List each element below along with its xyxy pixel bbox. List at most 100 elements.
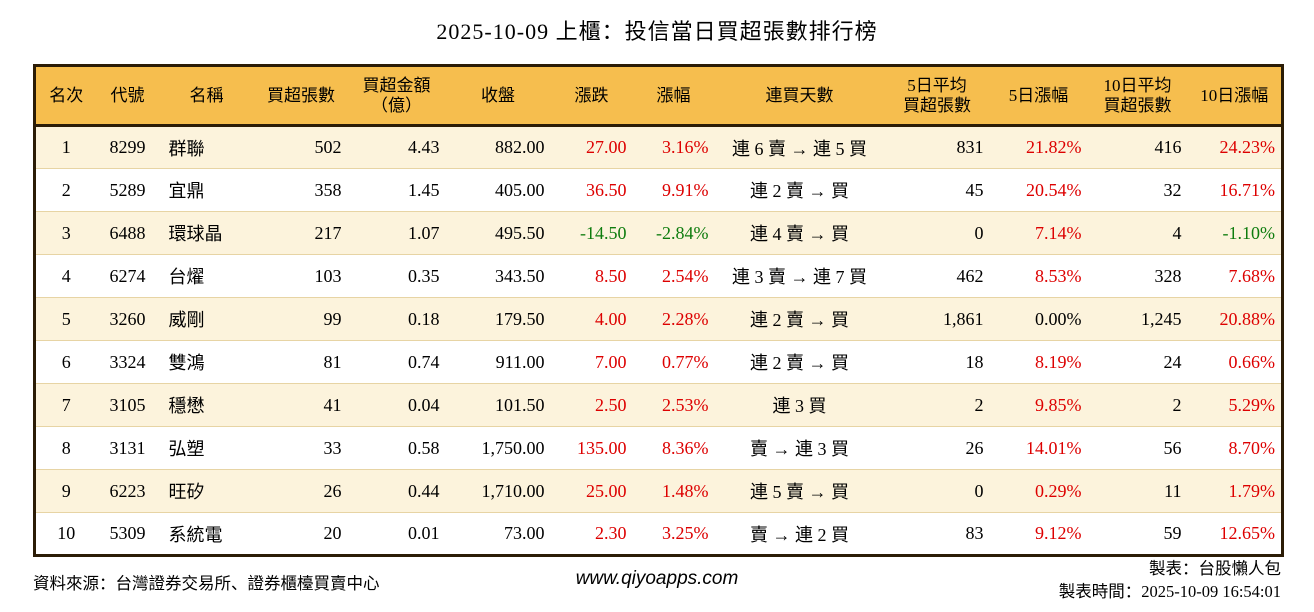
- cell-avg10: 59: [1087, 512, 1188, 556]
- cell-code: 5309: [96, 512, 159, 556]
- cell-streak: 賣 → 連 3 買: [714, 426, 885, 470]
- cell-avg5: 0: [884, 211, 990, 255]
- cell-streak: 連 6 賣 → 連 5 買: [732, 138, 867, 159]
- cell-amount: 0.44: [347, 469, 446, 513]
- cell-change-pct: 0.77%: [632, 340, 715, 384]
- website-url: www.qiyoapps.com: [575, 568, 739, 589]
- cell-amount: 0.04: [347, 383, 446, 427]
- cell-change: 25.00: [550, 469, 633, 513]
- cell-rank: 3: [34, 211, 97, 255]
- cell-avg10: 2: [1087, 383, 1188, 427]
- cell-change: 2.30: [550, 512, 633, 556]
- cell-pct5: 20.54%: [989, 168, 1088, 212]
- cell-change: 36.50: [550, 168, 633, 212]
- cell-close: 179.50: [445, 297, 551, 341]
- cell-amount: 0.35: [347, 254, 446, 298]
- ranking-table: 名次 代號 名稱 買超張數 買超金額 （億） 收盤 漲跌 漲幅 連買天數 5日平…: [33, 64, 1284, 557]
- cell-avg10: 24: [1087, 340, 1188, 384]
- cell-avg10: 1,245: [1087, 297, 1188, 341]
- table-body: 1 8299 群聯 502 4.43 882.00 27.00 3.16% 連 6 賣 → 連 …: [34, 125, 1283, 556]
- col-header-pct5: 5日漲幅: [989, 65, 1088, 127]
- cell-pct5: 8.53%: [989, 254, 1088, 298]
- cell-change: 135.00: [550, 426, 633, 470]
- cell-rank: 1: [61, 137, 71, 157]
- cell-avg10: 416: [1154, 137, 1182, 157]
- cell-close: 1,750.00: [445, 426, 551, 470]
- cell-close: 495.50: [445, 211, 551, 255]
- cell-avg10: 56: [1087, 426, 1188, 470]
- col-header-net-buy: 買超張數: [254, 65, 348, 127]
- cell-rank: 10: [34, 512, 97, 556]
- cell-code: 3131: [96, 426, 159, 470]
- col-header-close: 收盤: [445, 65, 551, 127]
- cell-change-pct: 1.48%: [632, 469, 715, 513]
- cell-amount: 1.45: [347, 168, 446, 212]
- cell-net-buy: 99: [254, 297, 348, 341]
- credit-block: 製表：台股懶人包 製表時間：2025-10-09 16:54:01: [1059, 557, 1281, 603]
- cell-avg10: 32: [1087, 168, 1188, 212]
- cell-net-buy: 33: [254, 426, 348, 470]
- col-header-amount: 買超金額 （億）: [347, 65, 446, 127]
- cell-net-buy: 20: [254, 512, 348, 556]
- table-row: 1 8299 群聯 502 4.43 882.00 27.00 3.16% 連 6 賣 → 連 …: [34, 125, 1283, 169]
- cell-code: 6488: [96, 211, 159, 255]
- made-by-text: 製表：台股懶人包: [1149, 559, 1281, 578]
- cell-pct5: 14.01%: [989, 426, 1088, 470]
- col-header-code: 代號: [96, 65, 159, 127]
- cell-pct10: 24.23%: [1219, 137, 1276, 157]
- cell-name: 穩懋: [158, 383, 255, 427]
- cell-net-buy: 81: [254, 340, 348, 384]
- cell-name: 雙鴻: [158, 340, 255, 384]
- cell-change-pct: 8.36%: [632, 426, 715, 470]
- cell-net-buy: 502: [314, 137, 342, 157]
- cell-avg5: 45: [884, 168, 990, 212]
- cell-net-buy: 358: [254, 168, 348, 212]
- cell-pct10: 20.88%: [1187, 297, 1283, 341]
- cell-change: -14.50: [550, 211, 633, 255]
- cell-close: 73.00: [445, 512, 551, 556]
- cell-code: 5289: [96, 168, 159, 212]
- cell-code: 3324: [96, 340, 159, 384]
- cell-name: 系統電: [158, 512, 255, 556]
- cell-close: 911.00: [445, 340, 551, 384]
- cell-pct10: 1.79%: [1187, 469, 1283, 513]
- cell-pct10: 7.68%: [1187, 254, 1283, 298]
- table-row: 9 6223 旺矽 26 0.44 1,710.00 25.00 1.48% 連 5 賣 → 買…: [34, 469, 1283, 513]
- page-title: 2025-10-09 上櫃：投信當日買超張數排行榜: [436, 19, 878, 44]
- cell-code: 3105: [96, 383, 159, 427]
- cell-streak: 連 2 賣 → 買: [714, 297, 885, 341]
- cell-code: 6274: [96, 254, 159, 298]
- cell-name: 群聯: [168, 138, 205, 159]
- cell-name: 弘塑: [158, 426, 255, 470]
- cell-change: 7.00: [550, 340, 633, 384]
- cell-change: 2.50: [550, 383, 633, 427]
- cell-pct10: 0.66%: [1187, 340, 1283, 384]
- cell-net-buy: 41: [254, 383, 348, 427]
- col-header-streak: 連買天數: [714, 65, 885, 127]
- col-header-avg5: 5日平均 買超張數: [884, 65, 990, 127]
- cell-streak: 連 3 買: [714, 383, 885, 427]
- cell-pct5: 0.00%: [989, 297, 1088, 341]
- cell-change-pct: 2.53%: [632, 383, 715, 427]
- col-header-pct10: 10日漲幅: [1187, 65, 1283, 127]
- table-row: 5 3260 威剛 99 0.18 179.50 4.00 2.28% 連 2 賣 → 買 1,8…: [34, 297, 1283, 341]
- cell-avg10: 328: [1087, 254, 1188, 298]
- cell-change-pct: 3.16%: [662, 137, 709, 157]
- col-header-change-pct: 漲幅: [632, 65, 715, 127]
- cell-close: 101.50: [445, 383, 551, 427]
- col-header-avg10: 10日平均 買超張數: [1087, 65, 1188, 127]
- cell-code: 8299: [109, 137, 146, 157]
- data-source-text: 資料來源：台灣證券交易所、證券櫃檯買賣中心: [33, 574, 380, 593]
- cell-avg5: 2: [884, 383, 990, 427]
- cell-name: 旺矽: [158, 469, 255, 513]
- cell-pct10: 16.71%: [1187, 168, 1283, 212]
- cell-amount: 0.18: [347, 297, 446, 341]
- cell-name: 台燿: [158, 254, 255, 298]
- cell-avg5: 462: [884, 254, 990, 298]
- cell-avg5: 0: [884, 469, 990, 513]
- cell-name: 環球晶: [158, 211, 255, 255]
- cell-amount: 4.43: [408, 137, 440, 157]
- cell-change: 27.00: [586, 137, 627, 157]
- cell-change-pct: -2.84%: [632, 211, 715, 255]
